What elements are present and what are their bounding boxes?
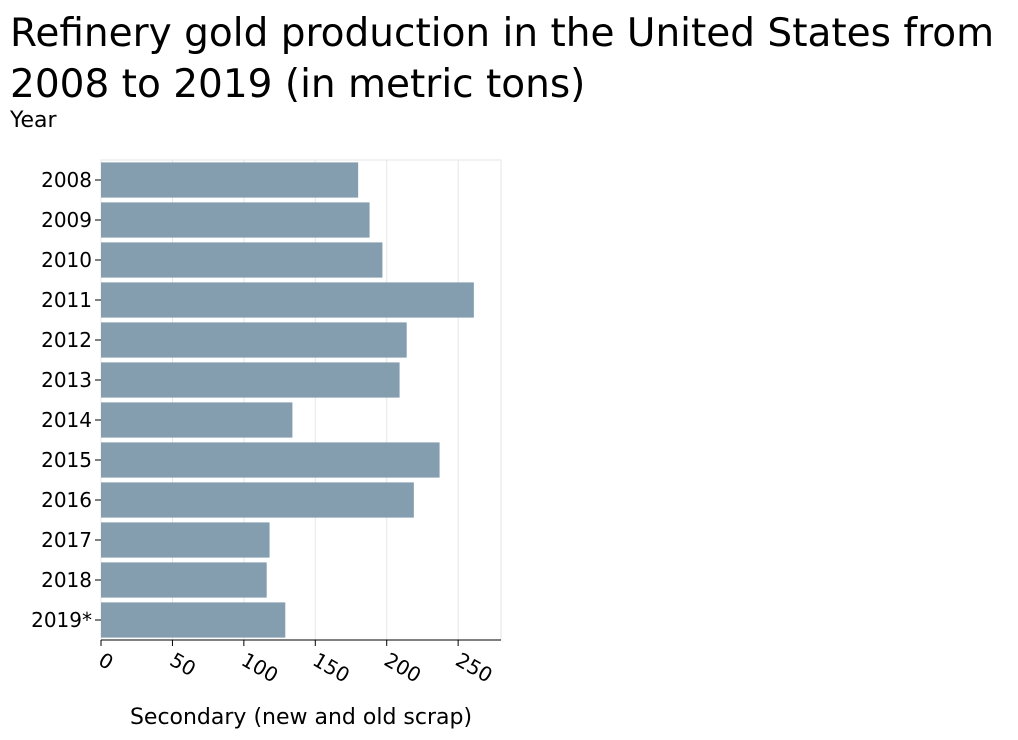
y-axis: 2008 2009 2010 2011 2012 2013 2014 2015 2016 2017… [31,168,101,632]
y-axis-label: Year [10,108,57,133]
bar-2018 [101,562,267,598]
y-tick-label: 2013 [41,368,92,392]
bars [101,162,474,638]
y-tick-label: 2008 [41,168,92,192]
bar-2009 [101,202,370,238]
y-tick-label: 2014 [41,408,92,432]
x-tick-label: 150 [309,648,354,688]
y-tick-label: 2012 [41,328,92,352]
bar-2015 [101,442,440,478]
bar-2008 [101,162,359,198]
bar-2010 [101,242,383,278]
bar-2016 [101,482,414,518]
bar-2019* [101,602,286,638]
y-tick-label: 2010 [41,248,92,272]
y-tick-label: 2017 [41,528,92,552]
bar-2011 [101,282,474,318]
x-tick-label: 0 [95,648,118,675]
y-tick-label: 2018 [41,568,92,592]
y-tick-label: 2009 [41,208,92,232]
bar-2012 [101,322,407,358]
bar-2014 [101,402,293,438]
x-tick-label: 250 [452,648,497,688]
y-tick-label: 2019* [31,608,92,632]
y-tick-label: 2016 [41,488,92,512]
x-tick-label: 200 [380,648,425,688]
chart-title: Refinery gold production in the United S… [10,11,995,107]
y-tick-label: 2011 [41,288,92,312]
x-axis: 0 50 100 150 200 250 [95,639,501,688]
x-tick-label: 50 [166,648,200,682]
bar-2017 [101,522,270,558]
x-tick-label: 100 [237,648,282,688]
x-axis-label: Secondary (new and old scrap) [130,705,472,730]
bar-2013 [101,362,400,398]
y-tick-label: 2015 [41,448,92,472]
